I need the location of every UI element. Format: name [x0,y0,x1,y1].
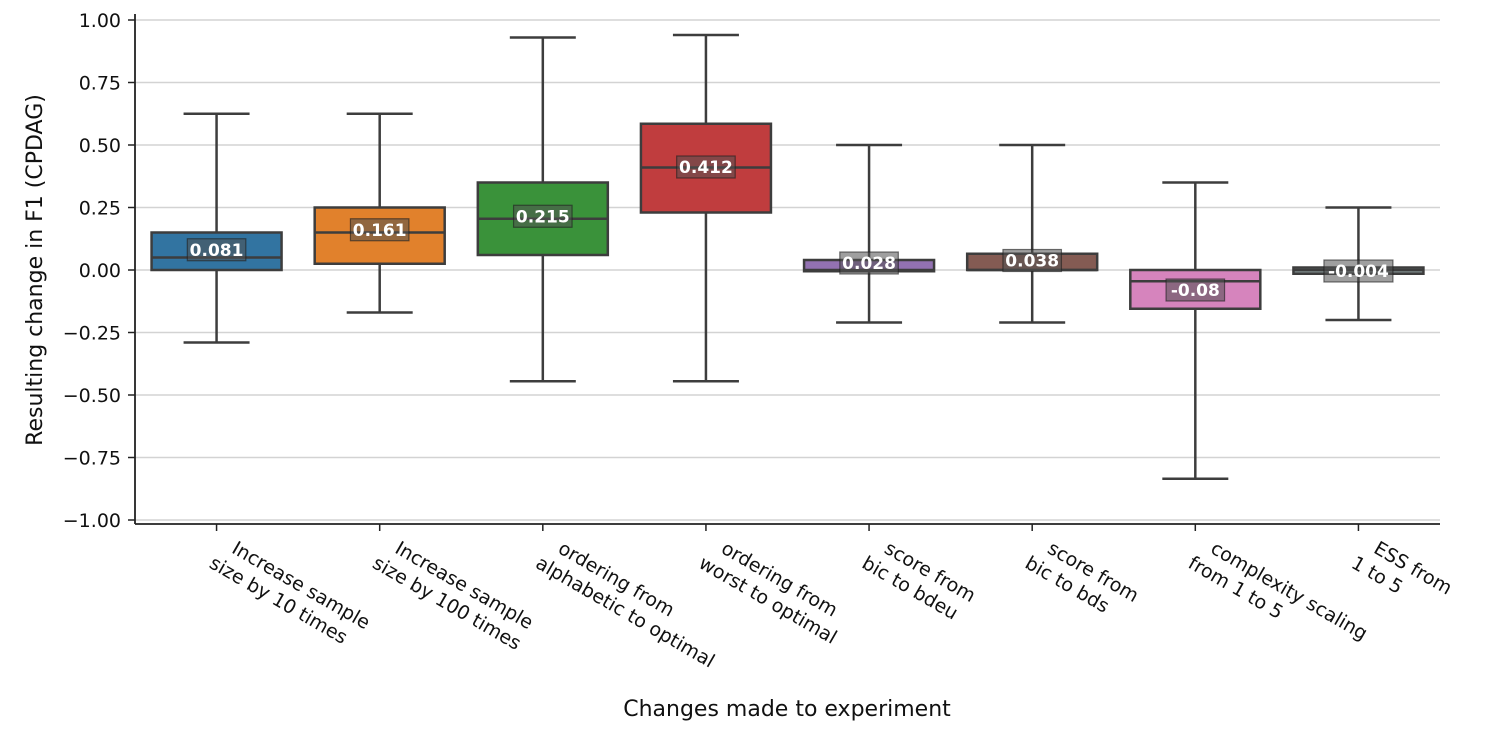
mean-label-text: 0.081 [190,241,244,261]
axis-layer: 1.00 0.75 0.50 0.25 0.00 −0.25 −0.50 −0.75 −1.00… [63,10,1456,672]
y-tick-label: −0.75 [63,448,121,470]
x-tick-label-line: alphabetic to optimal [532,552,718,672]
mean-label-background [676,155,736,179]
mean-label-background [1165,278,1226,302]
mean-label: 0.081 [186,238,247,262]
mean-label-text: 0.215 [516,207,570,227]
mean-label-background [349,218,410,242]
y-axis-label: Resulting change in F1 (CPDAG) [23,94,48,446]
mean-label-background [512,204,573,228]
y-tick-label: 1.00 [79,10,121,32]
mean-label-text: 0.161 [353,221,407,241]
box-group [150,112,283,344]
box-group [313,112,446,314]
mean-label: 0.028 [839,251,899,275]
box-layer [150,33,1425,480]
mean-label: 0.038 [1002,248,1063,273]
mean-label: 0.161 [349,218,410,242]
mean-label: -0.08 [1165,278,1226,302]
mean-label: 0.215 [512,204,573,228]
y-tick-label: 0.75 [79,73,121,95]
mean-label: 0.412 [676,155,736,179]
mean-label: -0.004 [1323,259,1394,283]
box-group [802,143,936,324]
y-tick-label: 0.00 [79,260,121,282]
box-group [476,36,610,383]
y-tick-label: −0.25 [63,323,121,345]
y-tick-label: −1.00 [63,510,121,532]
mean-label-background [839,251,899,275]
x-axis-label: Changes made to experiment [623,697,951,722]
mean-label-text: -0.004 [1328,262,1389,282]
mean-label-text: 0.412 [679,158,733,178]
label-layer: 0.081 0.161 0.215 0.412 0.028 0.038 -0.08 -0.00… [186,155,1394,302]
mean-label-text: -0.08 [1171,281,1220,301]
mean-label-text: 0.038 [1005,252,1059,272]
mean-label-background [1323,259,1394,283]
mean-label-background [1002,248,1063,273]
box-group [965,143,1099,324]
mean-label-background [186,238,247,262]
box-group [1129,181,1262,480]
mean-label-text: 0.028 [842,254,896,274]
y-tick-label: 0.25 [79,198,121,220]
y-tick-label: −0.50 [63,385,121,407]
box-group [639,33,773,383]
y-tick-label: 0.50 [79,135,121,157]
